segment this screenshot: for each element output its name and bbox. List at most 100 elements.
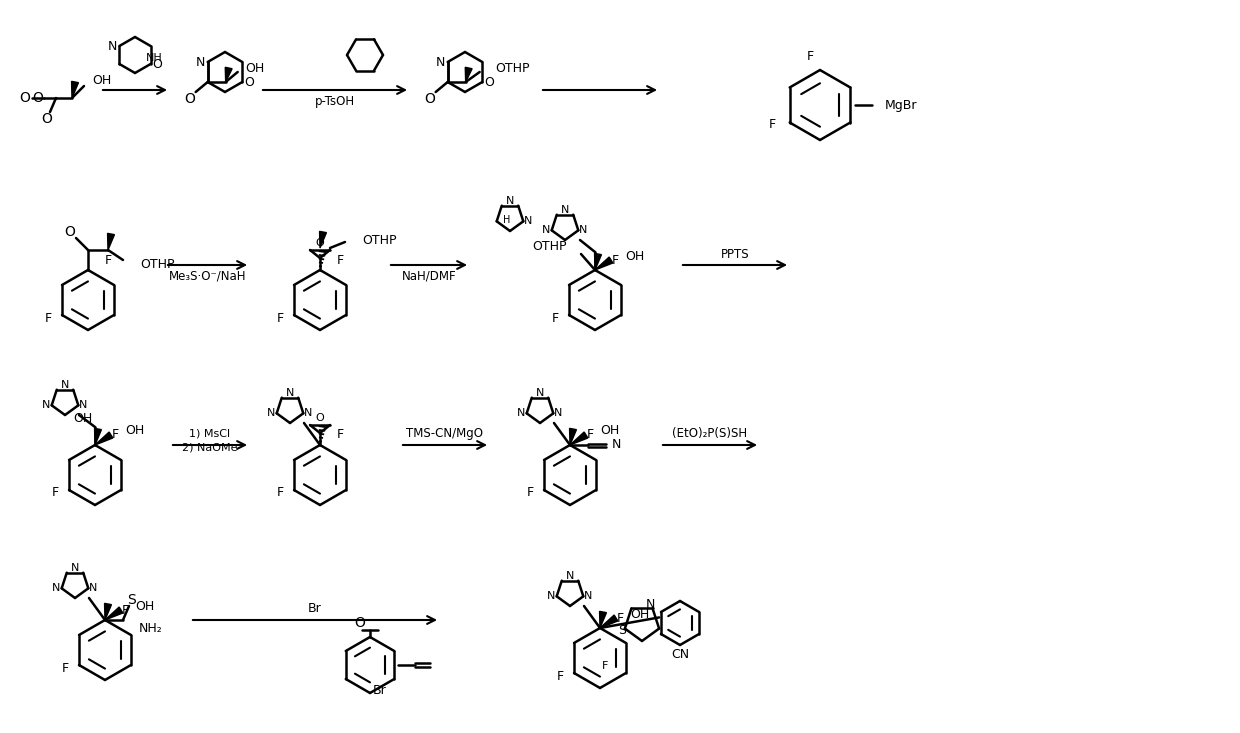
Text: F: F: [51, 487, 58, 499]
Text: S: S: [128, 593, 136, 607]
Text: O: O: [244, 75, 254, 89]
Text: F: F: [277, 312, 284, 325]
Text: N: N: [542, 225, 549, 235]
Text: NaH/DMF: NaH/DMF: [402, 270, 456, 282]
Text: OTHP: OTHP: [532, 240, 567, 252]
Text: F: F: [616, 611, 624, 625]
Polygon shape: [569, 428, 577, 445]
Text: N: N: [61, 380, 69, 390]
Text: N: N: [52, 583, 60, 593]
Text: Br: Br: [308, 603, 322, 616]
Polygon shape: [108, 233, 114, 250]
Polygon shape: [95, 432, 113, 445]
Text: Br: Br: [373, 683, 387, 696]
Text: N: N: [304, 408, 312, 419]
Text: OTHP: OTHP: [362, 234, 397, 246]
Text: F: F: [527, 487, 533, 499]
Text: O: O: [424, 92, 435, 106]
Text: F: F: [552, 312, 558, 325]
Text: N: N: [196, 56, 206, 68]
Text: OH: OH: [73, 413, 92, 425]
Text: (EtO)₂P(S)SH: (EtO)₂P(S)SH: [672, 427, 748, 441]
Text: F: F: [769, 119, 775, 131]
Text: N: N: [579, 225, 588, 235]
Text: O: O: [32, 91, 43, 105]
Polygon shape: [600, 611, 606, 628]
Text: O: O: [185, 92, 195, 106]
Text: N: N: [525, 216, 532, 226]
Text: O: O: [316, 413, 325, 423]
Text: OH: OH: [246, 62, 265, 75]
Text: O: O: [316, 238, 325, 248]
Text: N: N: [613, 438, 621, 452]
Text: H: H: [503, 215, 511, 225]
Text: N: N: [645, 599, 655, 611]
Polygon shape: [594, 254, 601, 270]
Text: F: F: [336, 254, 343, 267]
Polygon shape: [570, 432, 588, 445]
Text: TMS-CN/MgO: TMS-CN/MgO: [407, 427, 484, 441]
Text: N: N: [108, 40, 117, 53]
Text: F: F: [806, 51, 813, 64]
Text: N: N: [506, 196, 515, 206]
Text: S: S: [618, 625, 626, 638]
Text: 2) NaOMe: 2) NaOMe: [182, 443, 238, 453]
Text: MgBr: MgBr: [885, 98, 918, 111]
Text: PPTS: PPTS: [720, 248, 749, 260]
Text: p-TsOH: p-TsOH: [315, 95, 355, 108]
Text: N: N: [285, 388, 294, 398]
Text: F: F: [104, 254, 112, 267]
Polygon shape: [104, 603, 112, 620]
Text: O: O: [485, 75, 495, 89]
Text: N: N: [436, 56, 445, 68]
Text: Me₃S·O⁻/NaH: Me₃S·O⁻/NaH: [169, 270, 247, 282]
Polygon shape: [465, 67, 472, 82]
Text: N: N: [71, 563, 79, 573]
Text: OH: OH: [125, 424, 144, 438]
Text: NH: NH: [145, 53, 162, 63]
Text: F: F: [557, 669, 563, 682]
Text: OH: OH: [92, 73, 112, 86]
Polygon shape: [595, 257, 613, 270]
Text: N: N: [565, 571, 574, 581]
Text: OH: OH: [630, 608, 650, 621]
Text: F: F: [611, 254, 619, 267]
Polygon shape: [105, 607, 123, 620]
Polygon shape: [72, 81, 78, 98]
Text: OTHP: OTHP: [496, 62, 531, 75]
Text: O: O: [20, 91, 31, 105]
Text: F: F: [112, 429, 119, 441]
Text: F: F: [336, 429, 343, 441]
Text: OH: OH: [135, 600, 154, 613]
Polygon shape: [320, 232, 326, 248]
Text: F: F: [122, 603, 129, 616]
Text: 1) MsCl: 1) MsCl: [190, 429, 231, 439]
Text: CN: CN: [671, 649, 689, 661]
Text: N: N: [536, 388, 544, 398]
Text: N: N: [554, 408, 563, 419]
Text: F: F: [45, 312, 52, 325]
Text: O: O: [64, 225, 76, 239]
Text: N: N: [517, 408, 525, 419]
Text: N: N: [584, 592, 593, 601]
Text: NH₂: NH₂: [139, 622, 162, 635]
Text: O: O: [42, 112, 52, 126]
Polygon shape: [226, 67, 232, 82]
Text: F: F: [601, 661, 608, 671]
Text: OH: OH: [600, 424, 619, 438]
Text: O: O: [355, 616, 366, 630]
Text: OTHP: OTHP: [140, 257, 175, 270]
Text: N: N: [79, 400, 88, 410]
Text: N: N: [89, 583, 98, 593]
Text: F: F: [62, 661, 68, 674]
Text: OH: OH: [625, 249, 645, 262]
Text: N: N: [267, 408, 275, 419]
Text: N: N: [547, 592, 554, 601]
Text: N: N: [41, 400, 50, 410]
Polygon shape: [600, 615, 618, 628]
Polygon shape: [94, 428, 102, 445]
Text: F: F: [587, 429, 594, 441]
Text: F: F: [277, 487, 284, 499]
Text: O: O: [153, 57, 162, 70]
Text: N: N: [560, 205, 569, 215]
